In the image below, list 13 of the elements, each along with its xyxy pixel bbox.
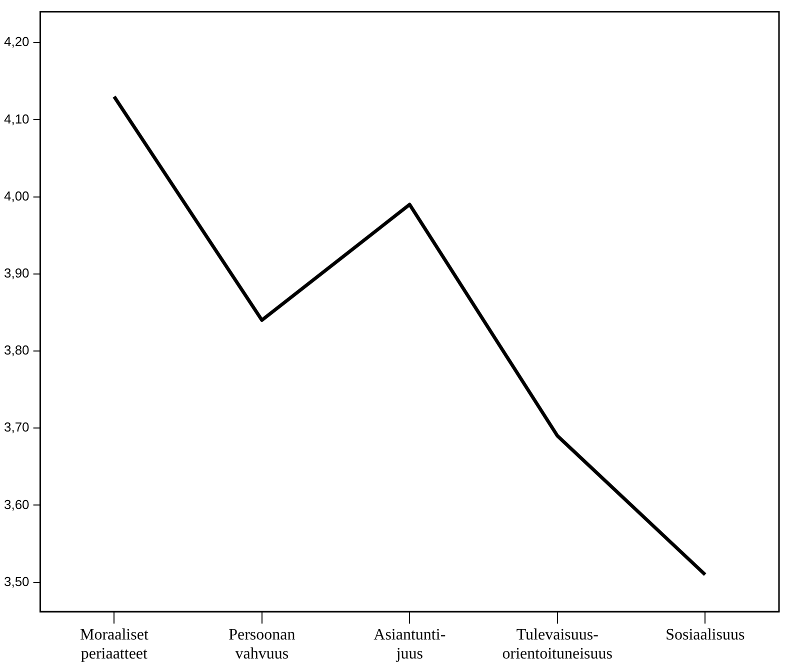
y-tick-label: 3,50 [4, 574, 30, 589]
y-tick-label: 4,00 [4, 188, 30, 204]
y-tick-label: 4,20 [4, 34, 30, 50]
y-tick-label: 4,10 [4, 111, 30, 126]
y-tick-label: 3,60 [4, 496, 30, 512]
x-tick-label: Persoonan vahvuus [228, 626, 296, 663]
y-tick-label: 3,90 [4, 266, 30, 280]
x-tick-label: Moraaliset periaatteet [80, 626, 149, 663]
y-tick-label: 3,80 [4, 342, 30, 358]
x-tick-label: Tulevaisuus- orientoituneisuus [502, 626, 612, 663]
x-tick-label: Sosiaalisuus [666, 626, 745, 644]
y-tick-label: 3,70 [4, 420, 30, 435]
x-tick-label: Asiantunti- juus [374, 626, 446, 663]
